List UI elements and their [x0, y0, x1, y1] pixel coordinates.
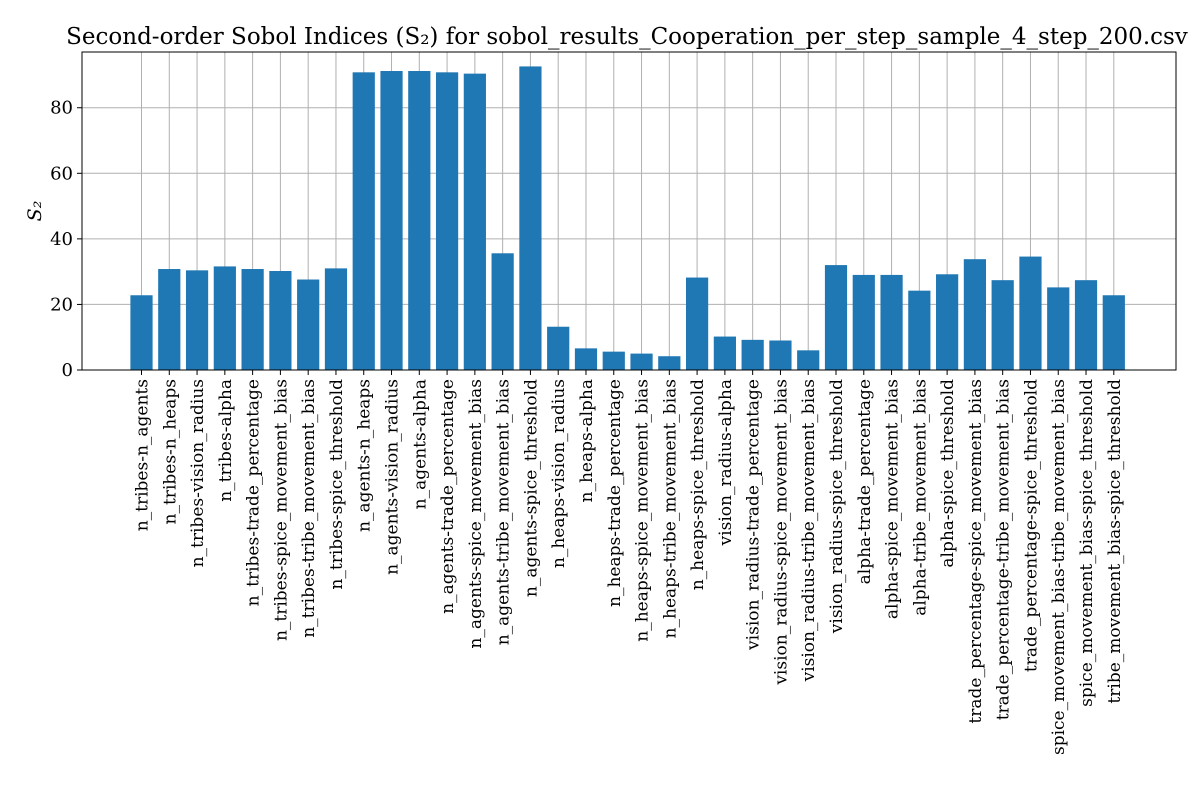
- x-tick-label: n_agents-spice_movement_bias: [466, 379, 486, 649]
- bar-n_agents-vision_radius: [380, 71, 403, 370]
- bar-vision_radius-trade_percentage: [741, 339, 764, 370]
- bar-n_tribes-spice_movement_bias: [269, 270, 292, 370]
- bar-n_tribes-spice_threshold: [324, 268, 348, 370]
- bar-n_tribes-n_heaps: [158, 269, 181, 370]
- x-tick-label: n_tribes-vision_radius: [188, 379, 208, 567]
- x-tick-label: n_agents-tribe_movement_bias: [494, 379, 514, 645]
- x-tick-label: alpha-spice_threshold: [938, 379, 958, 568]
- x-tick-label: vision_radius-tribe_movement_bias: [799, 379, 819, 682]
- bar-alpha-spice_movement_bias: [880, 274, 903, 370]
- bar-n_agents-trade_percentage: [435, 72, 459, 370]
- bars: [130, 66, 1125, 370]
- bar-spice_movement_bias-spice_threshold: [1074, 280, 1098, 370]
- x-tick-label: n_agents-vision_radius: [383, 379, 403, 575]
- x-tick-label: vision_radius-spice_movement_bias: [771, 379, 791, 686]
- x-tick-label: spice_movement_bias-spice_threshold: [1077, 379, 1097, 707]
- bar-n_heaps-vision_radius: [547, 326, 570, 370]
- bar-tribe_movement_bias-spice_threshold: [1102, 295, 1125, 370]
- bar-n_heaps-alpha: [574, 348, 598, 370]
- x-tick-label: vision_radius-spice_threshold: [827, 379, 847, 634]
- x-tick-label: trade_percentage-spice_threshold: [1021, 379, 1041, 672]
- bar-n_heaps-spice_threshold: [686, 277, 709, 370]
- x-axis-ticks: n_tribes-n_agents n_tribes-n_heaps n_tribe…: [133, 370, 1125, 755]
- axes-frame: [81, 51, 1177, 371]
- y-tick-label: 40: [50, 229, 73, 250]
- x-tick-label: vision_radius-trade_percentage: [744, 379, 764, 651]
- x-tick-label: trade_percentage-tribe_movement_bias: [994, 379, 1014, 720]
- bar-n_tribes-trade_percentage: [241, 269, 264, 370]
- bar-n_tribes-tribe_movement_bias: [297, 279, 320, 370]
- chart-title: Second-order Sobol Indices (S₂) for sobo…: [66, 24, 1188, 50]
- bar-n_agents-tribe_movement_bias: [491, 253, 514, 370]
- bar-n_heaps-trade_percentage: [602, 351, 625, 370]
- bar-n_agents-n_heaps: [352, 72, 375, 370]
- bar-n_agents-alpha: [408, 71, 431, 370]
- x-tick-label: n_agents-alpha: [410, 379, 430, 509]
- x-tick-label: n_tribes-spice_threshold: [327, 379, 347, 590]
- x-tick-label: n_heaps-trade_percentage: [605, 379, 625, 607]
- x-tick-label: n_tribes-tribe_movement_bias: [299, 379, 319, 638]
- bar-trade_percentage-spice_movement_bias: [963, 259, 986, 370]
- x-tick-label: n_tribes-spice_movement_bias: [271, 379, 291, 641]
- x-tick-label: n_heaps-alpha: [577, 379, 597, 502]
- x-tick-label: n_tribes-n_agents: [133, 379, 153, 531]
- bar-n_heaps-spice_movement_bias: [630, 353, 653, 370]
- x-tick-label: n_tribes-alpha: [216, 379, 236, 502]
- x-tick-label: alpha-trade_percentage: [855, 379, 875, 584]
- x-tick-label: n_agents-n_heaps: [355, 379, 375, 532]
- x-tick-label: n_tribes-trade_percentage: [244, 379, 264, 606]
- x-tick-label: n_agents-spice_threshold: [521, 379, 541, 597]
- x-tick-label: n_heaps-tribe_movement_bias: [660, 379, 680, 638]
- x-tick-label: n_tribes-n_heaps: [160, 379, 180, 524]
- x-tick-label: tribe_movement_bias-spice_threshold: [1105, 379, 1125, 704]
- y-tick-label: 20: [50, 294, 73, 315]
- bar-n_heaps-tribe_movement_bias: [658, 356, 681, 370]
- bar-n_tribes-n_agents: [130, 295, 153, 370]
- y-tick-label: 0: [62, 360, 73, 381]
- x-tick-label: n_heaps-spice_movement_bias: [633, 379, 653, 642]
- bar-spice_movement_bias-tribe_movement_bias: [1047, 287, 1070, 370]
- x-tick-label: n_agents-trade_percentage: [438, 379, 458, 614]
- bar-n_agents-spice_movement_bias: [463, 73, 486, 370]
- x-tick-label: alpha-tribe_movement_bias: [910, 379, 930, 616]
- x-tick-label: trade_percentage-spice_movement_bias: [966, 379, 986, 724]
- y-tick-label: 60: [50, 163, 73, 184]
- bar-n_tribes-vision_radius: [185, 270, 209, 370]
- bar-n_agents-spice_threshold: [519, 66, 542, 370]
- x-tick-label: vision_radius-alpha: [716, 379, 736, 546]
- bar-vision_radius-spice_threshold: [824, 265, 848, 370]
- bar-n_tribes-alpha: [213, 266, 236, 370]
- x-tick-label: alpha-spice_movement_bias: [883, 379, 903, 619]
- bar-alpha-spice_threshold: [936, 274, 959, 370]
- y-axis-ticks: 0 20 40 60 80: [50, 98, 82, 381]
- bar-trade_percentage-tribe_movement_bias: [991, 280, 1014, 370]
- bar-alpha-tribe_movement_bias: [908, 290, 931, 370]
- bar-vision_radius-spice_movement_bias: [769, 340, 792, 370]
- bar-alpha-trade_percentage: [852, 274, 875, 370]
- x-tick-label: n_heaps-spice_threshold: [688, 379, 708, 590]
- bar-vision_radius-alpha: [713, 336, 736, 370]
- x-tick-label: spice_movement_bias-tribe_movement_bias: [1049, 379, 1069, 755]
- y-tick-label: 80: [50, 98, 73, 119]
- bar-vision_radius-tribe_movement_bias: [797, 350, 820, 370]
- x-tick-label: n_heaps-vision_radius: [549, 379, 569, 568]
- bar-trade_percentage-spice_threshold: [1019, 256, 1042, 370]
- y-axis-label: S₂: [24, 201, 46, 222]
